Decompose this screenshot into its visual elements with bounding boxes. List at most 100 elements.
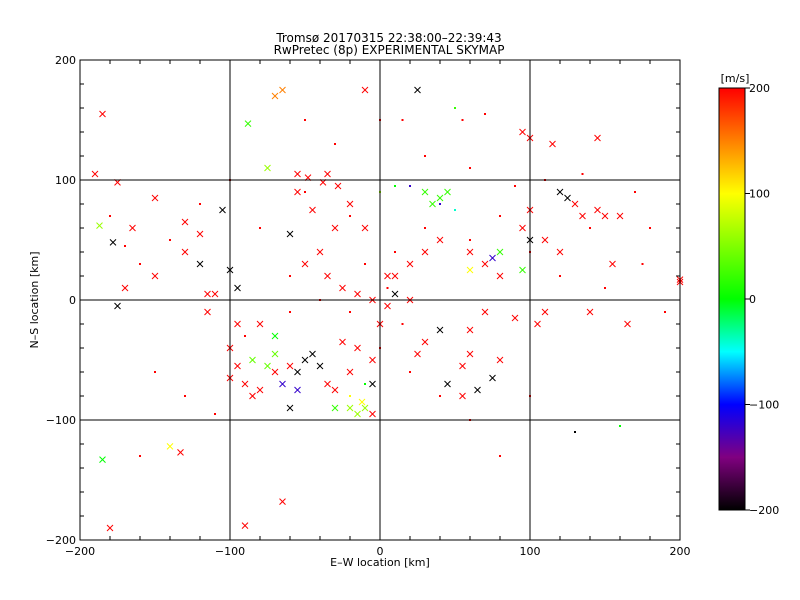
data-point <box>401 323 404 325</box>
data-point <box>121 284 129 292</box>
data-point <box>259 227 261 229</box>
data-point <box>331 404 339 412</box>
data-point <box>294 368 301 376</box>
data-point <box>109 239 117 246</box>
data-point <box>496 248 504 256</box>
data-point <box>549 140 556 148</box>
data-point <box>454 209 456 211</box>
y-tick-label: 0 <box>69 294 76 307</box>
colorbar-tick-label: 0 <box>749 293 756 306</box>
data-point <box>409 371 411 373</box>
data-point <box>556 188 564 196</box>
data-point <box>624 320 631 328</box>
data-point <box>429 200 436 208</box>
colorbar-tick-label: 200 <box>749 82 770 95</box>
data-point <box>541 236 549 244</box>
data-point <box>339 284 346 292</box>
data-point <box>241 380 249 388</box>
data-point <box>166 443 174 450</box>
y-tick-label: 200 <box>55 54 76 67</box>
data-point <box>641 263 644 265</box>
data-point <box>346 200 354 208</box>
data-point <box>91 170 99 178</box>
data-point <box>324 380 331 388</box>
data-point <box>581 173 584 175</box>
data-point <box>664 311 666 313</box>
data-point <box>294 170 301 178</box>
data-point <box>424 155 426 157</box>
colorbar-tick-label: −200 <box>749 504 779 517</box>
y-axis-ticks: 200 100 0 −100 −200 <box>46 54 680 547</box>
data-point <box>301 260 309 268</box>
data-point <box>241 522 249 529</box>
data-point <box>481 260 489 268</box>
data-point <box>279 380 286 388</box>
data-point <box>414 350 421 358</box>
data-point <box>139 455 141 457</box>
data-point <box>514 185 516 187</box>
data-point <box>354 344 361 352</box>
data-point <box>466 326 474 334</box>
data-point <box>541 308 549 316</box>
data-point <box>436 236 444 244</box>
data-point <box>424 227 426 229</box>
data-point <box>439 203 441 205</box>
data-point <box>406 260 414 268</box>
data-point <box>294 188 301 196</box>
data-point <box>579 212 586 220</box>
data-point <box>129 224 136 232</box>
data-point <box>114 302 121 310</box>
data-point <box>361 404 369 412</box>
data-point <box>316 362 324 370</box>
data-point <box>324 272 331 280</box>
x-tick-label: 100 <box>520 545 541 558</box>
data-point <box>439 395 441 397</box>
data-point <box>289 275 291 277</box>
data-point <box>279 86 286 94</box>
data-point <box>571 200 579 208</box>
data-point <box>466 266 474 274</box>
data-point <box>124 245 126 247</box>
data-point <box>369 380 376 388</box>
data-point <box>586 308 594 316</box>
data-point <box>619 425 621 427</box>
data-point <box>256 320 264 328</box>
data-point <box>421 248 429 256</box>
data-point <box>459 362 466 370</box>
data-point <box>279 498 286 505</box>
data-point <box>199 203 201 205</box>
data-point <box>139 263 141 265</box>
colorbar-ticks: 200 100 0 −100 −200 <box>745 82 779 517</box>
data-point <box>339 338 346 346</box>
data-point <box>519 266 526 274</box>
data-point <box>649 227 651 229</box>
data-point <box>604 287 606 289</box>
data-point <box>196 230 204 238</box>
data-point <box>364 263 366 265</box>
data-point <box>256 386 264 394</box>
chart-title: Tromsø 20170315 22:38:00–22:39:43 <box>275 31 501 45</box>
data-point <box>289 311 291 313</box>
y-axis-label: N–S location [km] <box>28 251 41 348</box>
data-point <box>349 311 351 313</box>
data-point <box>169 239 171 241</box>
data-point <box>511 314 519 322</box>
x-tick-label: 200 <box>670 545 691 558</box>
data-point <box>331 224 339 232</box>
data-point <box>369 356 376 364</box>
data-point <box>421 188 429 196</box>
data-point <box>354 410 361 418</box>
data-point <box>151 272 159 280</box>
data-point <box>384 302 391 310</box>
colorbar-tick-label: −100 <box>749 399 779 412</box>
data-point <box>271 350 279 358</box>
colorbar <box>718 87 746 511</box>
data-point <box>489 374 496 382</box>
y-tick-label: −100 <box>46 414 76 427</box>
data-points <box>91 86 684 532</box>
data-point <box>196 260 204 268</box>
data-point <box>244 335 246 337</box>
data-point <box>286 362 294 370</box>
data-point <box>496 356 504 364</box>
